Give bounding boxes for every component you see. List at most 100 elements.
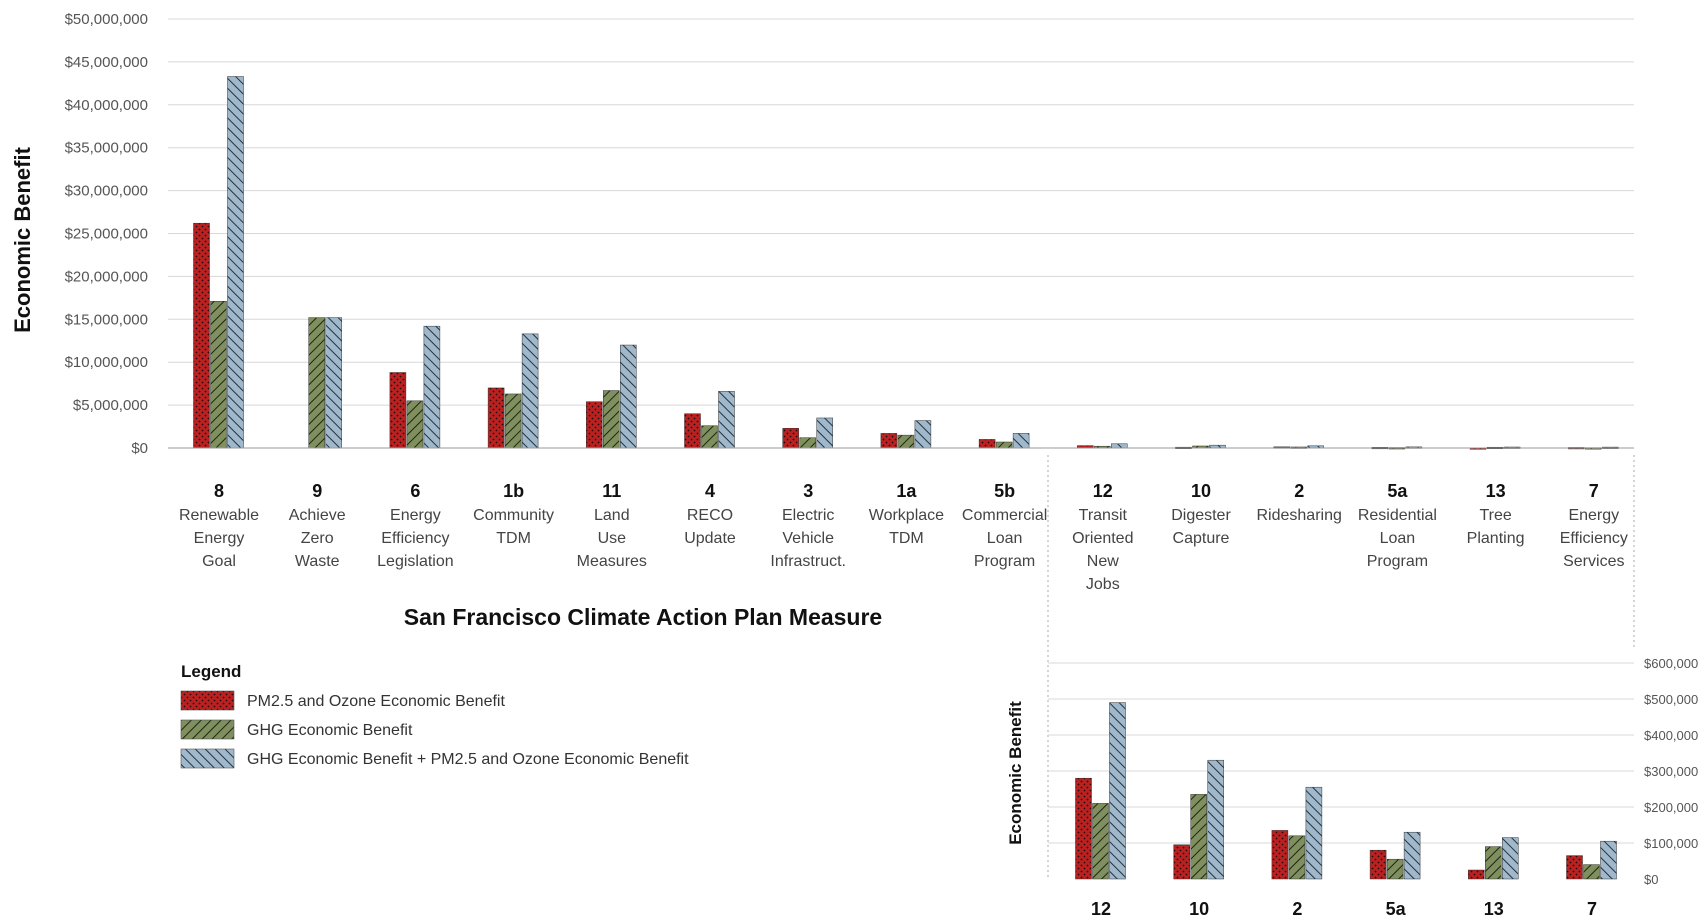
bar-total-5b xyxy=(1012,433,1030,449)
bar-ghg-4 xyxy=(701,425,718,449)
category-number: 1b xyxy=(503,481,524,501)
y-tick-label: $500,000 xyxy=(1644,692,1698,707)
category-name: Digester xyxy=(1171,507,1231,524)
category-name: Legislation xyxy=(377,553,454,570)
inset-y-ticks: $0 $100,000 $200,000 $300,000 $400,000 $500,0… xyxy=(1644,656,1698,887)
bar-total-1b xyxy=(521,333,539,449)
category-name: Loan xyxy=(1380,530,1416,547)
y-tick-label: $5,000,000 xyxy=(73,397,148,414)
bar-ghg-1b xyxy=(504,393,522,449)
bar-ghg-12 xyxy=(1092,803,1109,880)
bar-pm-1a xyxy=(880,433,898,449)
category-name: Waste xyxy=(295,553,340,570)
bar-ghg-13 xyxy=(1485,846,1502,880)
y-tick-label: $35,000,000 xyxy=(65,140,148,157)
y-tick-label: $25,000,000 xyxy=(65,226,148,243)
bar-pm-3 xyxy=(782,428,799,449)
y-tick-label: $0 xyxy=(131,440,148,457)
bar-pm-5b xyxy=(978,439,996,449)
category-number: 6 xyxy=(410,481,420,501)
category-name: Update xyxy=(684,530,736,547)
legend-item-pm: PM2.5 and Ozone Economic Benefit xyxy=(247,693,505,710)
bar-total-2 xyxy=(1305,786,1323,880)
y-tick-label: $0 xyxy=(1644,872,1658,887)
main-x-axis-label: San Francisco Climate Action Plan Measur… xyxy=(404,604,882,630)
bar-total-13 xyxy=(1502,837,1519,880)
category-name: Land xyxy=(594,507,630,524)
bar-pm-8 xyxy=(193,222,210,449)
category-name: Loan xyxy=(987,530,1023,547)
legend-swatch-ghg xyxy=(180,719,235,740)
bar-ghg-5a xyxy=(1386,858,1404,880)
category-number: 5a xyxy=(1387,481,1408,501)
category-name: Measures xyxy=(577,553,647,570)
bar-ghg-8 xyxy=(210,301,227,449)
category-number: 5a xyxy=(1386,899,1407,919)
category-name: Infrastruct. xyxy=(770,553,846,570)
category-name: TDM xyxy=(496,530,531,547)
category-name: Services xyxy=(1563,553,1624,570)
main-bars xyxy=(193,76,1619,450)
bar-ghg-2 xyxy=(1288,835,1306,880)
category-number: 10 xyxy=(1189,899,1209,919)
bar-pm-1b xyxy=(487,387,505,449)
category-name: Residential xyxy=(1358,507,1437,524)
category-number: 12 xyxy=(1093,481,1113,501)
category-number: 7 xyxy=(1587,899,1597,919)
category-name: Ridesharing xyxy=(1257,507,1342,524)
category-name: Jobs xyxy=(1086,576,1120,593)
category-name: Renewable xyxy=(179,507,259,524)
category-name: Efficiency xyxy=(1560,530,1628,547)
bar-ghg-3 xyxy=(799,437,816,449)
category-name: Vehicle xyxy=(782,530,834,547)
bar-pm-2 xyxy=(1271,830,1289,880)
category-number: 2 xyxy=(1292,899,1302,919)
bar-total-7 xyxy=(1600,840,1617,880)
main-y-axis-label: Economic Benefit xyxy=(10,146,35,332)
category-name: TDM xyxy=(889,530,924,547)
category-name: Commercial xyxy=(962,507,1047,524)
bar-total-12 xyxy=(1109,702,1126,880)
inset-bars xyxy=(1075,702,1617,880)
bar-ghg-9 xyxy=(308,317,325,449)
y-tick-label: $300,000 xyxy=(1644,764,1698,779)
bar-pm-12 xyxy=(1075,777,1092,880)
bar-total-3 xyxy=(816,417,833,449)
bar-pm-10 xyxy=(1173,844,1190,880)
category-name: Energy xyxy=(390,507,441,524)
category-number: 5b xyxy=(994,481,1015,501)
category-name: Zero xyxy=(301,530,334,547)
legend-swatch-pm xyxy=(180,690,235,711)
category-number: 2 xyxy=(1294,481,1304,501)
bar-ghg-6 xyxy=(406,400,424,449)
y-tick-label: $40,000,000 xyxy=(65,97,148,114)
bar-pm-13 xyxy=(1468,869,1485,880)
category-name: Achieve xyxy=(289,507,346,524)
bar-total-8 xyxy=(227,76,244,449)
bar-pm-5a xyxy=(1369,849,1387,880)
bar-ghg-11 xyxy=(603,390,620,449)
category-name: Program xyxy=(974,553,1035,570)
y-tick-label: $30,000,000 xyxy=(65,183,148,200)
category-number: 1a xyxy=(896,481,917,501)
legend-item-total: GHG Economic Benefit + PM2.5 and Ozone E… xyxy=(247,751,689,768)
bar-total-4 xyxy=(718,391,735,449)
category-number: 4 xyxy=(705,481,715,501)
category-number: 8 xyxy=(214,481,224,501)
category-name: Electric xyxy=(782,507,834,524)
category-name: Use xyxy=(598,530,627,547)
legend: Legend PM2.5 and Ozone Economic Benefit … xyxy=(180,662,689,769)
bar-total-1a xyxy=(914,420,932,449)
bar-total-5a xyxy=(1403,831,1421,880)
category-name: Community xyxy=(473,507,554,524)
category-number: 9 xyxy=(312,481,322,501)
category-name: Capture xyxy=(1173,530,1230,547)
bar-ghg-1a xyxy=(897,434,915,449)
category-number: 13 xyxy=(1484,899,1504,919)
legend-item-ghg: GHG Economic Benefit xyxy=(247,722,413,739)
category-name: Transit xyxy=(1079,507,1128,524)
bar-pm-4 xyxy=(684,413,701,449)
category-name: Oriented xyxy=(1072,530,1133,547)
category-number: 10 xyxy=(1191,481,1211,501)
